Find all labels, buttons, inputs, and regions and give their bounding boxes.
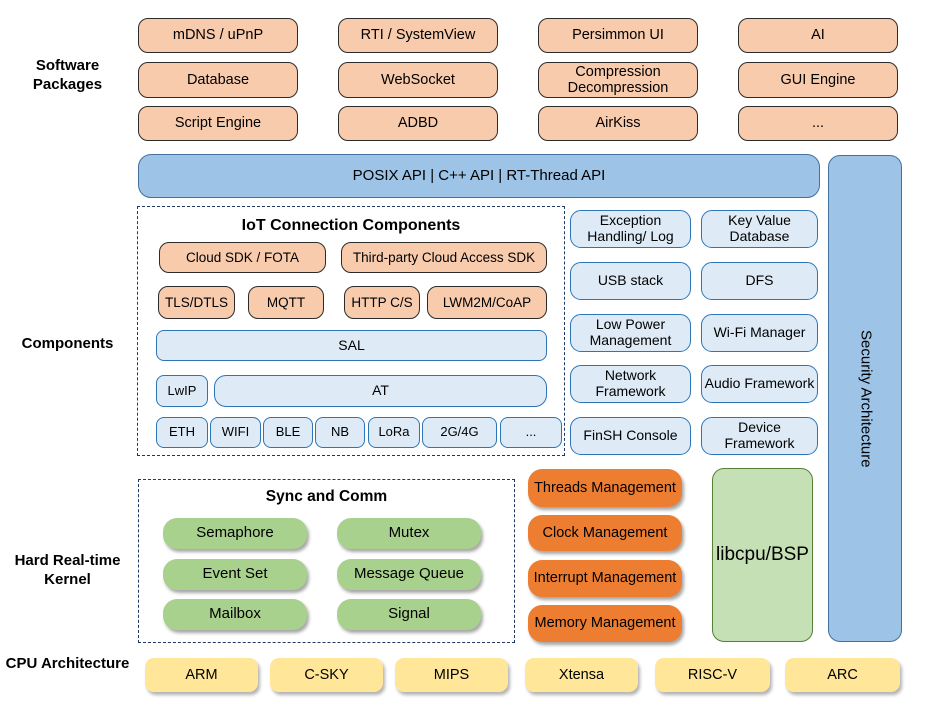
iot-link-ble: BLE [263, 417, 313, 448]
iot-tls-dtls: TLS/DTLS [158, 286, 235, 319]
package-persimmon-ui: Persimmon UI [538, 18, 698, 53]
iot-thirdparty-sdk: Third-party Cloud Access SDK [341, 242, 547, 273]
section-label-components: Components [21, 335, 114, 352]
package-gui-engine: GUI Engine [738, 62, 898, 98]
cpu-risc-v: RISC-V [655, 658, 770, 692]
component-finsh-console: FinSH Console [570, 417, 691, 455]
component-usb-stack: USB stack [570, 262, 691, 300]
package-database: Database [138, 62, 298, 98]
sync-and-comm-box [138, 479, 515, 643]
kernel-message-queue: Message Queue [337, 559, 481, 590]
iot-title: IoT Connection Components [241, 217, 461, 234]
component-audio-framework: Audio Framework [701, 365, 818, 403]
section-label-kernel: Hard Real-time Kernel [14, 552, 121, 588]
cpu-arm: ARM [145, 658, 258, 692]
component-network-framework: Network Framework [570, 365, 691, 403]
component-low-power: Low Power Management [570, 314, 691, 352]
component-dfs: DFS [701, 262, 818, 300]
iot-sal-layer: SAL [156, 330, 547, 361]
iot-mqtt: MQTT [248, 286, 324, 319]
api-bar: POSIX API | C++ API | RT-Thread API [138, 154, 820, 198]
sync-and-comm-title: Sync and Comm [265, 488, 388, 505]
package-rti-systemview: RTI / SystemView [338, 18, 498, 53]
cpu-xtensa: Xtensa [525, 658, 638, 692]
kernel-clock-management: Clock Management [528, 515, 682, 551]
libcpu-bsp: libcpu/BSP [712, 468, 813, 642]
iot-http-cs: HTTP C/S [344, 286, 420, 319]
kernel-semaphore: Semaphore [163, 518, 307, 549]
section-label-cpu: CPU Architecture [5, 655, 130, 672]
iot-cloud-sdk-fota: Cloud SDK / FOTA [159, 242, 326, 273]
package-websocket: WebSocket [338, 62, 498, 98]
component-key-value-db: Key Value Database [701, 210, 818, 248]
component-device-framework: Device Framework [701, 417, 818, 455]
security-architecture-label: Security Architecture [857, 329, 875, 468]
package-airkiss: AirKiss [538, 106, 698, 141]
iot-link-nb: NB [315, 417, 365, 448]
kernel-threads-management: Threads Management [528, 469, 682, 507]
iot-link-wifi: WIFI [210, 417, 261, 448]
iot-link-eth: ETH [156, 417, 208, 448]
iot-lwip: LwIP [156, 375, 208, 407]
iot-lwm2m-coap: LWM2M/CoAP [427, 286, 547, 319]
iot-connection-components-box [137, 206, 565, 456]
cpu-c-sky: C-SKY [270, 658, 383, 692]
iot-at-layer: AT [214, 375, 547, 407]
iot-link-2g4g: 2G/4G [422, 417, 497, 448]
package-compression: Compression Decompression [538, 62, 698, 98]
section-label-software-packages: Software Packages [32, 57, 103, 93]
iot-link-more: ... [500, 417, 562, 448]
kernel-event-set: Event Set [163, 559, 307, 590]
security-architecture-bar: Security Architecture [828, 155, 902, 642]
component-exception-log: Exception Handling/ Log [570, 210, 691, 248]
iot-link-lora: LoRa [368, 417, 420, 448]
package-more: ... [738, 106, 898, 141]
cpu-mips: MIPS [395, 658, 508, 692]
component-wifi-manager: Wi-Fi Manager [701, 314, 818, 352]
package-ai: AI [738, 18, 898, 53]
package-adbd: ADBD [338, 106, 498, 141]
package-mdns-upnp: mDNS / uPnP [138, 18, 298, 53]
kernel-mutex: Mutex [337, 518, 481, 549]
kernel-memory-management: Memory Management [528, 605, 682, 642]
kernel-mailbox: Mailbox [163, 599, 307, 630]
cpu-arc: ARC [785, 658, 900, 692]
kernel-signal: Signal [337, 599, 481, 630]
package-script-engine: Script Engine [138, 106, 298, 141]
kernel-interrupt-management: Interrupt Management [528, 560, 682, 597]
